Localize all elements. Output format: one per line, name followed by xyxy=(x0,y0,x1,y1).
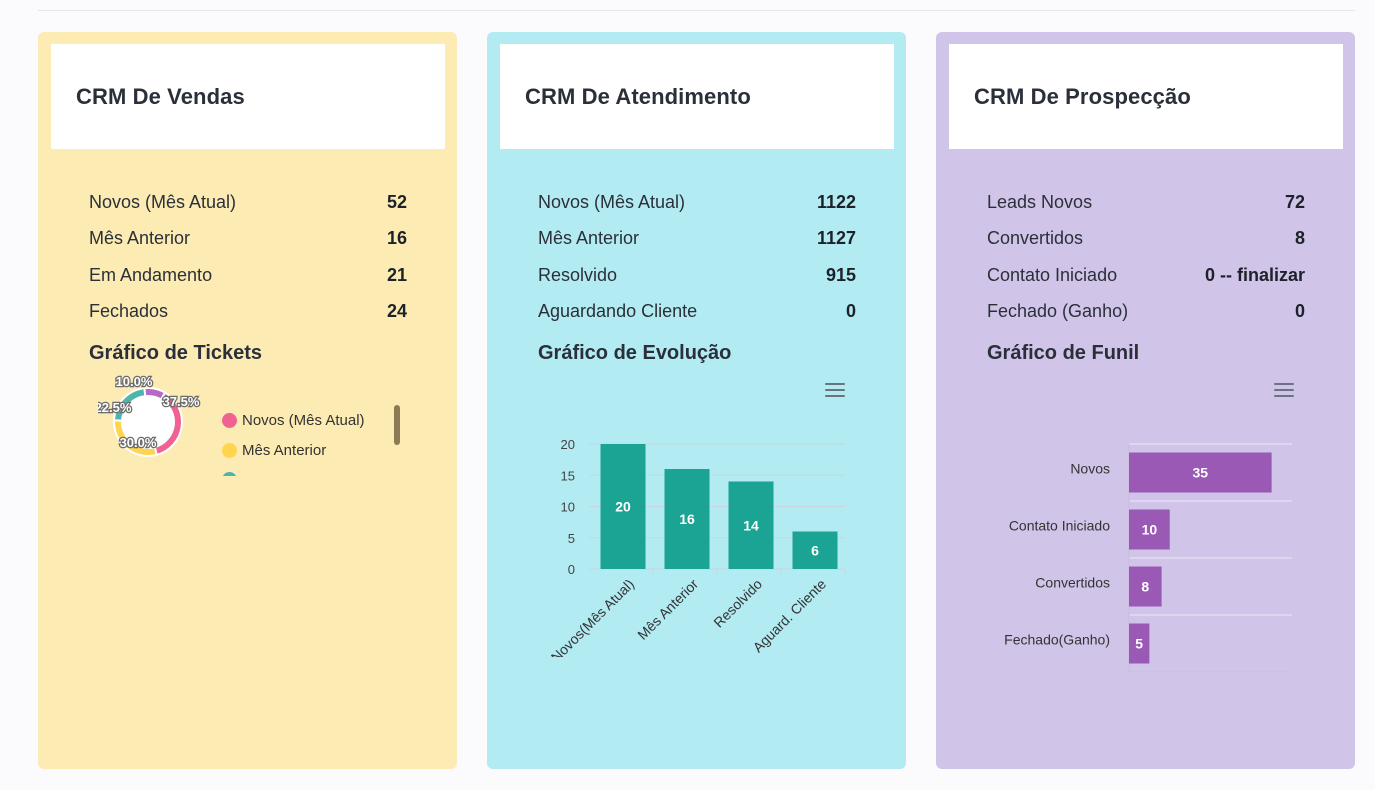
stat-label: Mês Anterior xyxy=(538,228,640,249)
crm-service-card: CRM De Atendimento Novos (Mês Atual) 1122… xyxy=(487,32,906,769)
stat-label: Convertidos xyxy=(987,228,1084,249)
funnel-bar-chart: 01020304035Novos10Contato Iniciado8Conve… xyxy=(1004,443,1292,672)
y-tick-label: 5 xyxy=(568,531,575,546)
y-tick-label: 10 xyxy=(561,500,575,515)
top-divider xyxy=(38,10,1355,11)
legend-item[interactable]: Novos (Mês Atual) xyxy=(222,412,365,429)
stat-row: Contato Iniciado 0 -- finalizar xyxy=(987,257,1305,294)
donut-data-label: 10.0% xyxy=(116,374,153,389)
stats-list: Novos (Mês Atual) 1122 Mês Anterior 1127 R… xyxy=(538,184,856,330)
bar-value-label: 20 xyxy=(615,499,631,515)
stat-label: Leads Novos xyxy=(987,191,1093,212)
donut-hole xyxy=(122,396,174,448)
legend-clip-dot xyxy=(222,472,237,476)
stat-row: Mês Anterior 1127 xyxy=(538,221,856,258)
stat-row: Aguardando Cliente 0 xyxy=(538,294,856,331)
legend-label: Novos (Mês Atual) xyxy=(242,412,365,429)
stat-value: 72 xyxy=(1284,191,1305,212)
legend-dot xyxy=(222,443,237,458)
x-tick-label: Resolvido xyxy=(710,576,765,631)
legend-dot xyxy=(222,413,237,428)
stat-label: Mês Anterior xyxy=(89,228,191,249)
bar xyxy=(664,469,710,569)
stat-value: 52 xyxy=(386,191,407,212)
y-tick-label: Fechado(Ganho) xyxy=(1004,632,1110,648)
stats-list: Leads Novos 72 Convertidos 8 Contato Inici… xyxy=(987,184,1305,330)
bar-value-label: 6 xyxy=(811,542,819,558)
crm-prospect-card: CRM De Prospecção Leads Novos 72 Converti… xyxy=(936,32,1355,769)
stat-value: 0 xyxy=(1294,301,1305,322)
card-title: CRM De Vendas xyxy=(76,84,245,109)
bar xyxy=(792,531,838,569)
y-tick-label: 0 xyxy=(568,562,575,577)
card-header xyxy=(500,44,894,149)
chart-title: Gráfico de Evolução xyxy=(538,342,732,364)
bar xyxy=(1129,509,1170,550)
bar-value-label: 10 xyxy=(1142,522,1158,538)
stat-row: Leads Novos 72 xyxy=(987,184,1305,221)
chart-menu-icon[interactable] xyxy=(825,383,845,397)
bar-value-label: 14 xyxy=(743,517,759,533)
stat-value: 16 xyxy=(386,228,407,249)
legend-scrollbar[interactable] xyxy=(394,405,400,445)
legend-item[interactable]: Mês Anterior xyxy=(222,442,326,459)
stat-value: 915 xyxy=(825,264,856,285)
chart-title: Gráfico de Tickets xyxy=(89,342,263,364)
x-tick-label: Novos(Mês Atual) xyxy=(548,576,637,657)
crm-sales-card: CRM De Vendas Novos (Mês Atual) 52 Mês An… xyxy=(38,32,457,769)
stat-label: Em Andamento xyxy=(89,264,213,285)
stat-value: 1127 xyxy=(816,228,856,249)
stat-label: Resolvido xyxy=(538,264,618,285)
stat-value: 0 xyxy=(845,301,856,322)
stat-value: 8 xyxy=(1294,228,1305,249)
y-tick-label: Novos xyxy=(1070,461,1110,477)
card-header xyxy=(949,44,1343,149)
bar-value-label: 16 xyxy=(679,511,695,527)
stat-label: Fechados xyxy=(89,301,169,322)
x-tick-label: Mês Anterior xyxy=(634,576,701,643)
bar-value-label: 35 xyxy=(1193,465,1209,481)
stat-row: Fechados 24 xyxy=(89,294,407,331)
legend-label: Mês Anterior xyxy=(242,442,327,459)
y-tick-label: 20 xyxy=(561,437,575,452)
donut-data-label: 22.5% xyxy=(98,400,132,415)
stat-value: 0 -- finalizar xyxy=(1204,264,1305,285)
evolution-bar-chart: 0 5 10 15 20 20 Novos(Mês Atual) 16 Mês Anterior… xyxy=(548,437,846,657)
donut-data-label: 37.5% xyxy=(163,394,200,409)
bar xyxy=(1129,566,1162,607)
stat-row: Novos (Mês Atual) 52 xyxy=(89,184,407,221)
chart-menu-icon[interactable] xyxy=(1274,383,1294,397)
stat-row: Fechado (Ganho) 0 xyxy=(987,294,1305,331)
stat-value: 21 xyxy=(386,264,407,285)
bar xyxy=(1129,452,1272,493)
bar xyxy=(600,444,646,569)
card-header xyxy=(51,44,445,149)
tickets-donut-chart: 37.5% 30.0% 22.5% 10.0% xyxy=(98,373,201,457)
card-title: CRM De Atendimento xyxy=(525,84,751,109)
stat-label: Aguardando Cliente xyxy=(538,301,698,322)
stats-list: Novos (Mês Atual) 52 Mês Anterior 16 Em An… xyxy=(89,184,407,330)
donut-data-label: 30.0% xyxy=(120,435,157,450)
stat-row: Em Andamento 21 xyxy=(89,257,407,294)
bar-value-label: 5 xyxy=(1135,636,1143,652)
bar-value-label: 8 xyxy=(1141,579,1149,595)
stat-row: Resolvido 915 xyxy=(538,257,856,294)
stat-label: Novos (Mês Atual) xyxy=(538,191,686,212)
stat-row: Novos (Mês Atual) 1122 xyxy=(538,184,856,221)
bar xyxy=(728,481,774,569)
stat-label: Fechado (Ganho) xyxy=(987,301,1129,322)
y-tick-label: Contato Iniciado xyxy=(1009,518,1110,534)
y-tick-label: 15 xyxy=(561,468,575,483)
card-title: CRM De Prospecção xyxy=(974,84,1191,109)
stat-row: Convertidos 8 xyxy=(987,221,1305,258)
stat-value: 24 xyxy=(386,301,407,322)
bar xyxy=(1129,623,1150,664)
chart-title: Gráfico de Funil xyxy=(987,342,1140,364)
stat-label: Contato Iniciado xyxy=(987,264,1118,285)
stat-row: Mês Anterior 16 xyxy=(89,221,407,258)
y-tick-label: Convertidos xyxy=(1035,575,1110,591)
stat-value: 1122 xyxy=(816,191,856,212)
stat-label: Novos (Mês Atual) xyxy=(89,191,237,212)
